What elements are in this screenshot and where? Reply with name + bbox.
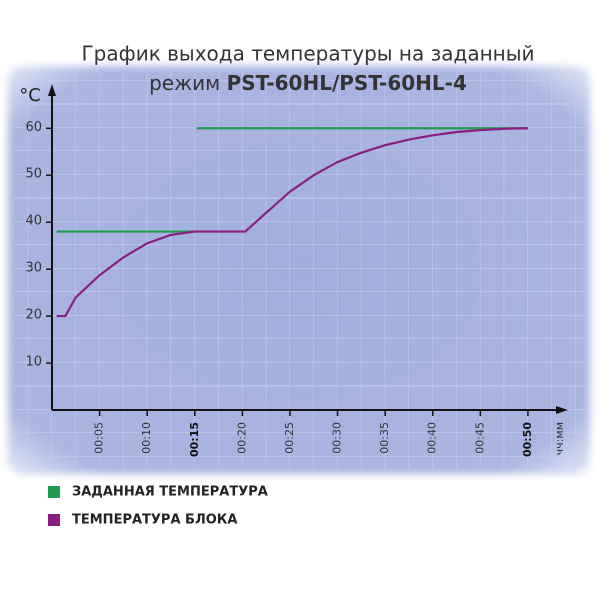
plot-grid-pattern [14, 72, 584, 468]
y-axis-label: °C [19, 85, 41, 106]
y-axis-arrow [48, 84, 56, 96]
title-model: PST-60HL/PST-60HL-4 [227, 71, 467, 95]
x-tick-label: 00:05 [93, 422, 106, 454]
y-tick-label: 60 [25, 120, 42, 135]
title-text: режим [149, 71, 220, 95]
x-tick-label: 00:35 [378, 422, 391, 454]
x-tick-label: 00:50 [521, 422, 534, 457]
y-tick-label: 10 [25, 355, 42, 370]
legend-label: ТЕМПЕРАТУРА БЛОКА [72, 513, 237, 528]
x-axis-arrow [556, 406, 568, 414]
legend-swatch [48, 514, 60, 526]
x-tick-label: 00:15 [188, 422, 201, 457]
chart-title-line2: режим PST-60HL/PST-60HL-4 [149, 71, 467, 95]
x-tick-label: 00:25 [283, 422, 296, 454]
y-tick-label: 50 [25, 167, 42, 182]
x-tick-label: 00:45 [473, 422, 486, 454]
x-tick-label: 00:10 [140, 422, 153, 454]
y-tick-label: 30 [25, 261, 42, 276]
y-tick-label: 20 [25, 308, 42, 323]
legend-label: ЗАДАННАЯ ТЕМПЕРАТУРА [72, 485, 268, 500]
y-tick-label: 40 [25, 214, 42, 229]
series-line [56, 127, 528, 318]
chart-title: График выхода температуры на заданный [81, 42, 534, 66]
x-axis-label: чч:мм [553, 422, 566, 455]
x-tick-label: 00:30 [331, 422, 344, 454]
series-line [56, 127, 528, 233]
legend-swatch [48, 486, 60, 498]
x-tick-label: 00:20 [235, 422, 248, 454]
x-tick-label: 00:40 [426, 422, 439, 454]
